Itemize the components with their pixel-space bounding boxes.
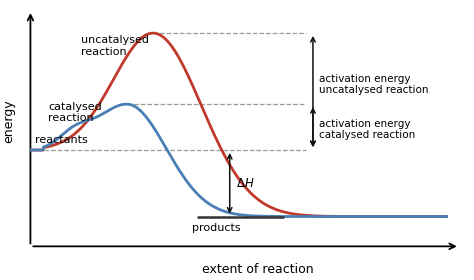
Text: products: products bbox=[192, 223, 241, 234]
Text: extent of reaction: extent of reaction bbox=[202, 263, 314, 276]
Text: reactants: reactants bbox=[35, 136, 88, 145]
Text: catalysed
reaction: catalysed reaction bbox=[48, 102, 102, 123]
Text: activation energy
uncatalysed reaction: activation energy uncatalysed reaction bbox=[319, 74, 428, 95]
Text: energy: energy bbox=[2, 99, 15, 143]
Text: $\Delta H$: $\Delta H$ bbox=[237, 177, 255, 190]
Text: uncatalysed
reaction: uncatalysed reaction bbox=[81, 35, 149, 57]
Text: activation energy
catalysed reaction: activation energy catalysed reaction bbox=[319, 119, 415, 140]
